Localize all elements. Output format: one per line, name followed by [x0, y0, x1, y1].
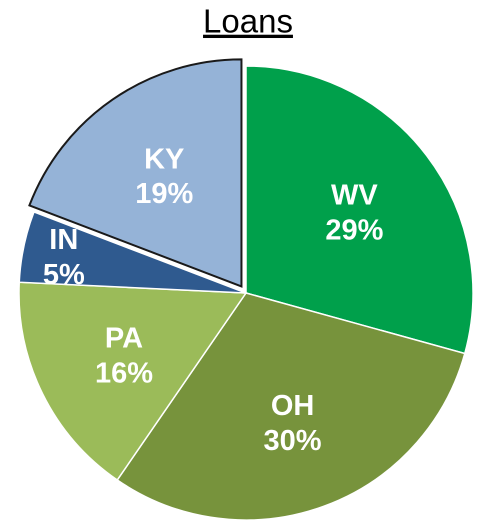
- slice-value: 30%: [264, 425, 322, 457]
- chart-title: Loans: [203, 3, 293, 40]
- slice-value: 5%: [43, 259, 85, 291]
- pie-slice: [245, 65, 474, 355]
- slice-value: 29%: [325, 215, 383, 247]
- slice-label: IN 5%: [43, 224, 85, 291]
- slice-category: WV: [331, 180, 378, 212]
- slice-value: 16%: [95, 357, 153, 389]
- slice-category: OH: [271, 390, 315, 422]
- slice-label: OH 30%: [264, 390, 322, 457]
- slice-value: 19%: [135, 178, 193, 210]
- slice-label: PA 16%: [95, 323, 153, 390]
- slice-category: PA: [105, 323, 143, 355]
- slice-label: KY 19%: [135, 143, 193, 210]
- slice-category: KY: [144, 143, 184, 175]
- pie-slice: [28, 58, 243, 288]
- slice-category: IN: [49, 224, 78, 256]
- pie-slice: [116, 292, 466, 521]
- slice-label: WV 29%: [325, 180, 383, 247]
- pie-slice: [18, 281, 248, 482]
- pie-slice: [18, 211, 247, 294]
